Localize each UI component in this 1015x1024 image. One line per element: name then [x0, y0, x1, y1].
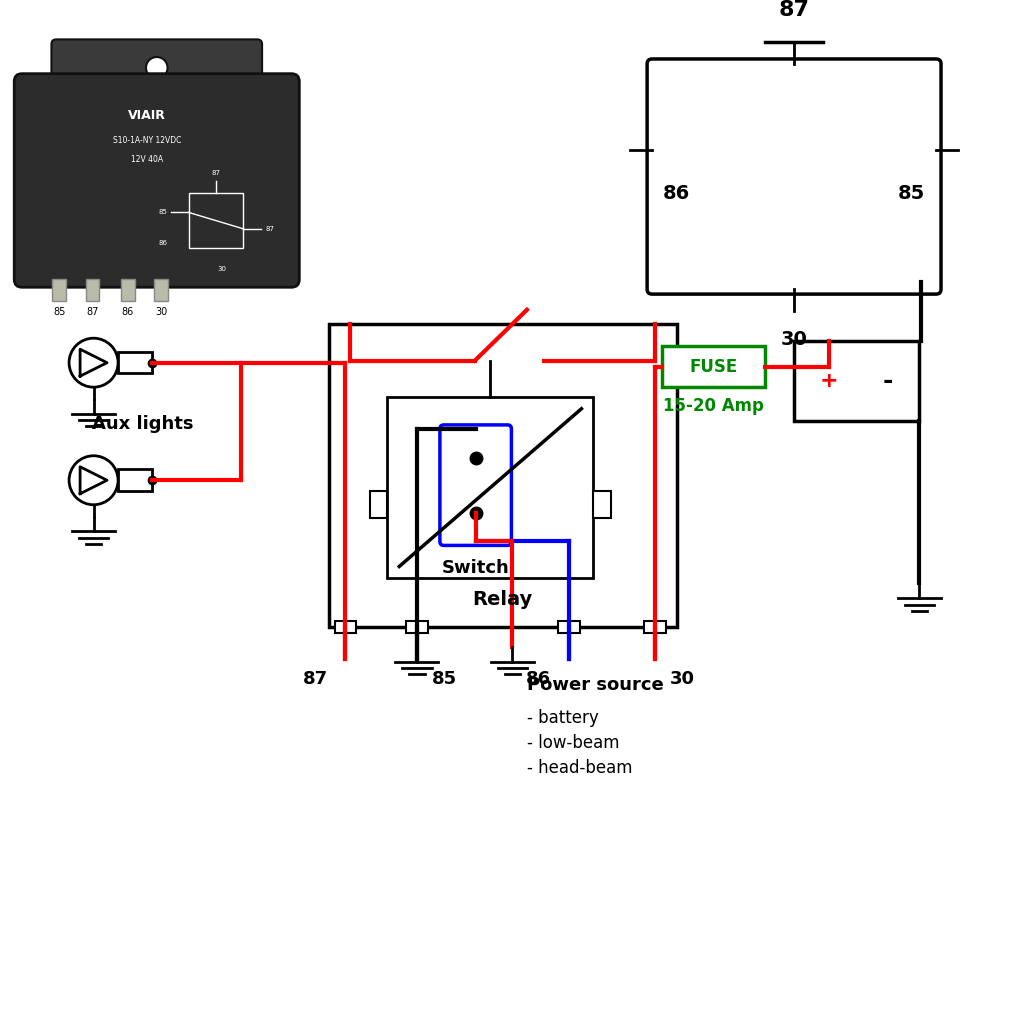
Bar: [388, 397, 593, 579]
Bar: [558, 622, 580, 633]
Text: VIAIR: VIAIR: [128, 110, 165, 122]
Bar: [593, 490, 611, 518]
FancyBboxPatch shape: [648, 59, 941, 294]
Text: 87: 87: [779, 0, 810, 19]
Text: 87: 87: [302, 671, 328, 688]
Text: FUSE: FUSE: [689, 357, 737, 376]
Bar: [85, 280, 99, 301]
Text: 85: 85: [898, 183, 926, 203]
Text: - battery
- low-beam
- head-beam: - battery - low-beam - head-beam: [527, 709, 632, 776]
Text: 86: 86: [526, 671, 551, 688]
Circle shape: [146, 57, 167, 79]
Text: Aux lights: Aux lights: [91, 416, 193, 433]
Bar: [189, 194, 244, 248]
Text: Switch: Switch: [442, 559, 510, 578]
FancyBboxPatch shape: [14, 74, 299, 288]
Text: 86: 86: [158, 240, 167, 246]
Text: 12V 40A: 12V 40A: [131, 156, 163, 165]
Text: 85: 85: [158, 209, 167, 215]
Bar: [154, 280, 168, 301]
Bar: [329, 324, 677, 628]
Bar: [645, 622, 666, 633]
Bar: [794, 341, 920, 422]
FancyBboxPatch shape: [439, 425, 512, 546]
Bar: [369, 490, 388, 518]
Bar: [118, 352, 152, 374]
Text: 30: 30: [217, 265, 226, 271]
Text: Relay: Relay: [472, 590, 533, 609]
Bar: [335, 622, 356, 633]
Bar: [53, 280, 66, 301]
Bar: [121, 280, 135, 301]
Bar: [662, 346, 764, 387]
Text: +: +: [820, 372, 838, 391]
Bar: [406, 622, 427, 633]
Text: 15-20 Amp: 15-20 Amp: [663, 397, 763, 415]
Text: 87: 87: [211, 170, 220, 175]
Text: 30: 30: [155, 307, 167, 316]
Bar: [118, 469, 152, 492]
FancyBboxPatch shape: [52, 39, 262, 96]
Text: 30: 30: [781, 331, 808, 349]
Text: 85: 85: [53, 307, 65, 316]
Text: S10-1A-NY 12VDC: S10-1A-NY 12VDC: [113, 136, 181, 144]
Text: 30: 30: [670, 671, 694, 688]
Text: 85: 85: [431, 671, 457, 688]
Text: 87: 87: [86, 307, 98, 316]
Text: 87: 87: [265, 226, 274, 231]
Text: 86: 86: [122, 307, 134, 316]
Text: Power source: Power source: [527, 676, 664, 694]
Text: -: -: [883, 370, 893, 393]
Text: 86: 86: [663, 183, 690, 203]
